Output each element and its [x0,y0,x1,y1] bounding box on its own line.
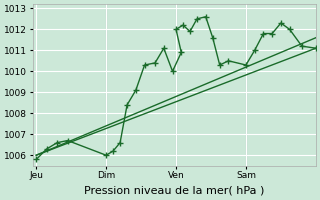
X-axis label: Pression niveau de la mer( hPa ): Pression niveau de la mer( hPa ) [84,186,264,196]
